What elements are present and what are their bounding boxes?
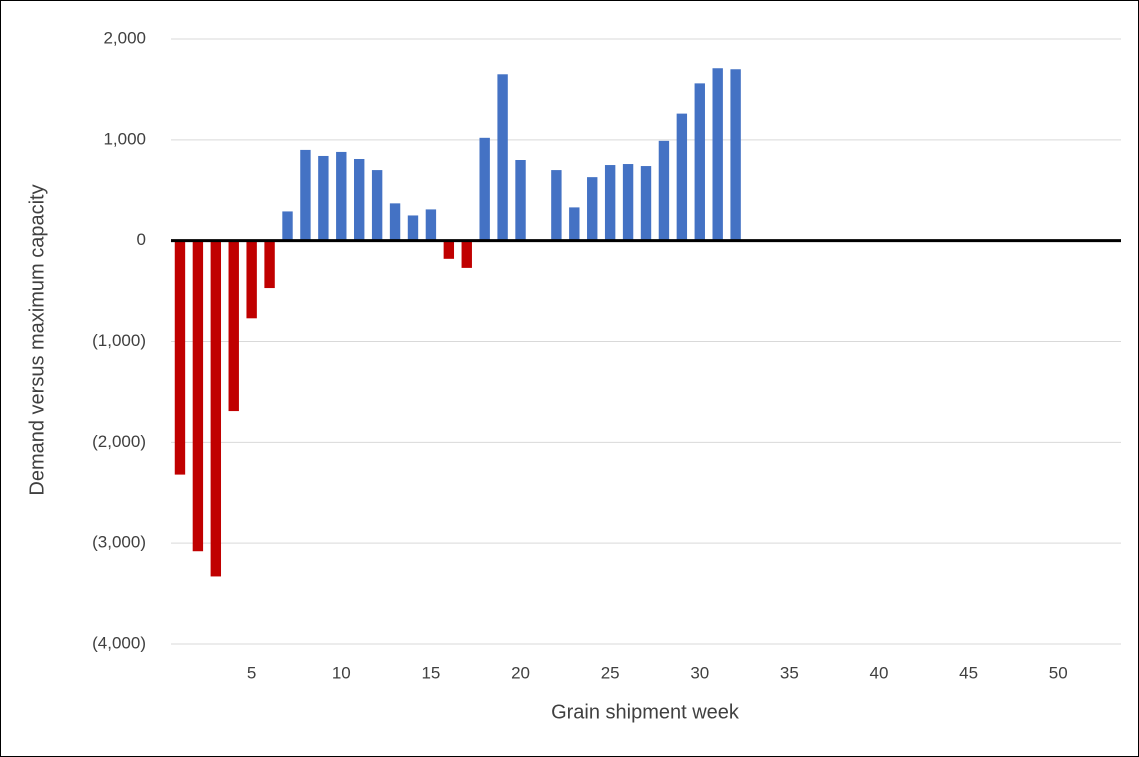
bar: [551, 170, 562, 241]
bar: [318, 155, 329, 241]
bar: [336, 151, 347, 241]
x-tick-label: 35: [780, 663, 799, 682]
x-tick-label: 40: [870, 663, 889, 682]
x-tick-label: 20: [511, 663, 530, 682]
bar: [497, 74, 508, 241]
x-tick-label: 5: [247, 663, 256, 682]
bar: [264, 240, 275, 289]
x-tick-label: 50: [1049, 663, 1068, 682]
bar: [676, 113, 688, 241]
bar: [694, 83, 705, 241]
y-tick-label: 0: [137, 230, 146, 249]
bar: [425, 209, 437, 241]
bar: [569, 207, 580, 241]
y-tick-label: (2,000): [92, 432, 146, 451]
bar: [461, 240, 472, 268]
bar: [192, 240, 204, 552]
bar: [389, 203, 401, 241]
bar: [210, 240, 222, 577]
bar: [479, 137, 490, 241]
bar: [730, 69, 741, 241]
bar: [622, 164, 634, 241]
y-tick-label: 2,000: [103, 28, 146, 47]
bar: [712, 68, 723, 241]
x-tick-label: 25: [601, 663, 620, 682]
bar: [228, 240, 239, 412]
x-tick-label: 45: [959, 663, 978, 682]
bar: [354, 158, 365, 241]
bar: [640, 166, 652, 241]
bar: [282, 211, 293, 241]
bar: [443, 240, 455, 259]
x-tick-label: 10: [332, 663, 351, 682]
x-tick-label: 30: [690, 663, 709, 682]
bar: [174, 240, 186, 475]
bar: [515, 160, 526, 241]
y-tick-label: (1,000): [92, 331, 146, 350]
bar: [371, 170, 383, 241]
bar: [587, 177, 598, 241]
y-tick-label: (3,000): [92, 533, 146, 552]
bar: [246, 240, 257, 319]
y-tick-label: (4,000): [92, 633, 146, 652]
x-tick-label: 15: [421, 663, 440, 682]
bar: [407, 215, 419, 241]
bar: [300, 149, 311, 241]
y-tick-label: 1,000: [103, 129, 146, 148]
bar: [604, 165, 616, 241]
y-axis-title: Demand versus maximum capacity: [26, 184, 48, 495]
x-axis-title: Grain shipment week: [551, 701, 740, 723]
bar: [658, 140, 670, 241]
